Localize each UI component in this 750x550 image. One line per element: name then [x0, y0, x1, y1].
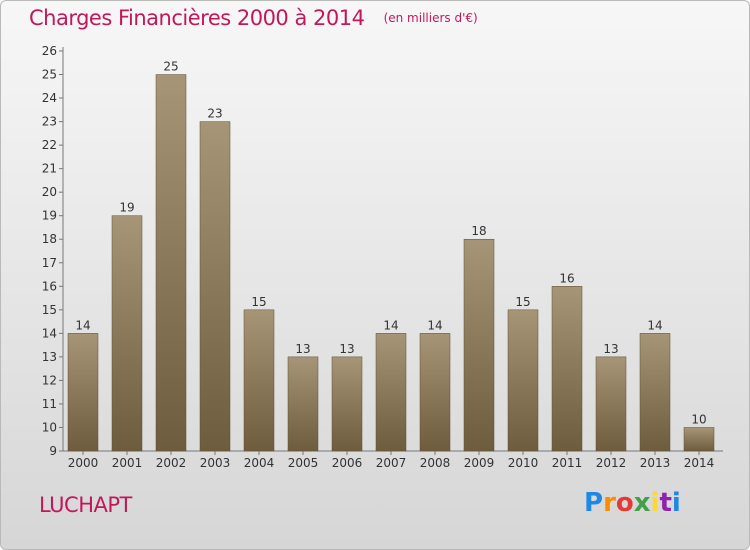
bar-value-label: 13: [603, 342, 618, 356]
chart-unit: (en milliers d'€): [383, 11, 478, 25]
bar-value-label: 14: [383, 318, 398, 332]
y-tick-label: 12: [42, 373, 57, 387]
bar: [683, 427, 715, 452]
x-tick-label: 2006: [332, 456, 363, 470]
y-tick-label: 17: [42, 256, 57, 270]
bar: [67, 333, 99, 452]
y-tick-label: 15: [42, 303, 57, 317]
bar: [199, 121, 231, 452]
y-tick-label: 23: [42, 115, 57, 129]
y-tick-label: 13: [42, 350, 57, 364]
chart-title: Charges Financières 2000 à 2014: [29, 6, 365, 30]
bar: [111, 215, 143, 452]
x-tick-label: 2009: [464, 456, 495, 470]
x-tick-label: 2004: [244, 456, 275, 470]
bar: [331, 356, 363, 452]
bar: [155, 74, 187, 452]
title-block: Charges Financières 2000 à 2014 (en mill…: [29, 6, 478, 30]
x-tick-label: 2001: [112, 456, 143, 470]
bars: [67, 74, 715, 452]
x-tick-label: 2008: [420, 456, 451, 470]
x-tick-label: 2012: [596, 456, 627, 470]
bar-value-label: 23: [207, 107, 222, 121]
commune-name: LUCHAPT: [39, 493, 132, 517]
bar-value-label: 13: [339, 342, 354, 356]
x-tick-label: 2013: [640, 456, 671, 470]
y-tick-label: 20: [42, 185, 57, 199]
bar-value-label: 14: [647, 318, 662, 332]
y-tick-label: 18: [42, 232, 57, 246]
x-tick-label: 2003: [200, 456, 231, 470]
x-tick-label: 2000: [68, 456, 99, 470]
bar-value-label: 15: [515, 295, 530, 309]
bar-value-label: 13: [295, 342, 310, 356]
x-tick-label: 2014: [684, 456, 715, 470]
bar: [595, 356, 627, 452]
bar: [507, 309, 539, 452]
proxiti-logo: Proxiti: [584, 488, 681, 518]
bar: [243, 309, 275, 452]
y-tick-label: 9: [49, 444, 57, 458]
x-tick-label: 2007: [376, 456, 407, 470]
bar-value-label: 14: [75, 318, 90, 332]
bar: [287, 356, 319, 452]
x-tick-label: 2002: [156, 456, 187, 470]
y-tick-label: 11: [42, 397, 57, 411]
y-tick-label: 26: [42, 44, 57, 58]
y-tick-label: 25: [42, 68, 57, 82]
bar: [639, 333, 671, 452]
bar-value-label: 19: [119, 201, 134, 215]
bar: [551, 286, 583, 452]
axes: 9 10 11 12 13 14 15 16 17 18 19 20 21 22 23 24 25 26 2000 2…: [42, 44, 723, 470]
bar-value-label: 25: [163, 60, 178, 74]
bar: [463, 238, 495, 452]
y-tick-label: 24: [42, 91, 57, 105]
y-tick-label: 16: [42, 279, 57, 293]
bar-value-label: 14: [427, 318, 442, 332]
x-tick-label: 2010: [508, 456, 539, 470]
bar-value-label: 16: [559, 271, 574, 285]
y-tick-label: 21: [42, 162, 57, 176]
y-tick-label: 22: [42, 138, 57, 152]
y-tick-label: 19: [42, 209, 57, 223]
x-tick-label: 2011: [552, 456, 583, 470]
y-tick-label: 10: [42, 420, 57, 434]
x-tick-label: 2005: [288, 456, 319, 470]
bar-value-label: 10: [691, 412, 706, 426]
value-labels: 14 19 25 23 15 13 13 14 14 18 15 16 13 14 10: [75, 60, 706, 427]
bar: [375, 333, 407, 452]
bar: [419, 333, 451, 452]
bar-value-label: 15: [251, 295, 266, 309]
y-tick-label: 14: [42, 326, 57, 340]
bar-value-label: 18: [471, 224, 486, 238]
